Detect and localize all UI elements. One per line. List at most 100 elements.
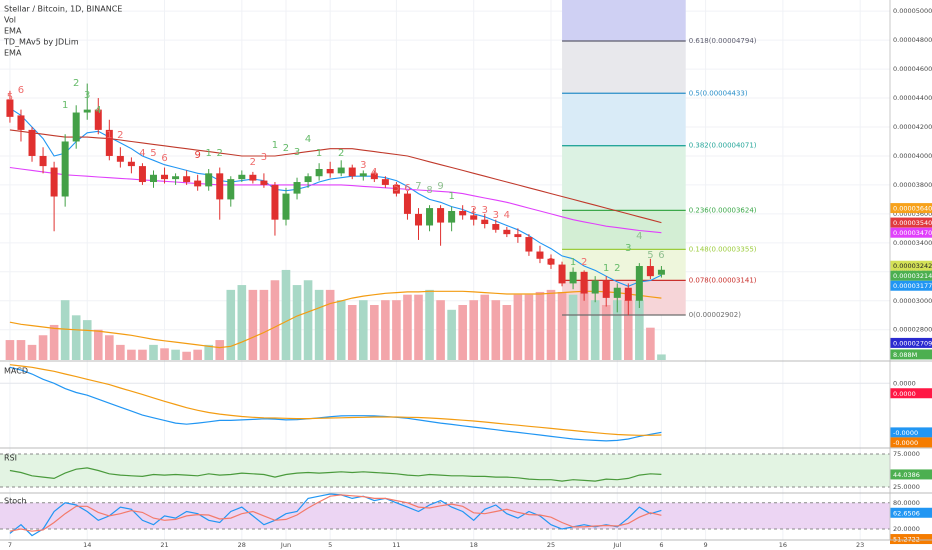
candle-body <box>370 173 378 180</box>
td-count: 1 <box>206 148 212 159</box>
candle-body <box>83 109 91 113</box>
volume-bar <box>524 294 534 360</box>
td-count: 9 <box>548 257 554 268</box>
panel-title: Stoch <box>4 497 27 506</box>
candle-body <box>271 184 279 220</box>
x-tick-label: 14 <box>83 541 91 549</box>
candle-body <box>116 155 124 162</box>
volume-bar <box>458 305 467 360</box>
x-tick-label: Jun <box>280 541 291 549</box>
candle-body <box>646 266 654 277</box>
indicator-band <box>0 502 890 530</box>
y-tick-label: 0.00003600 <box>893 210 932 218</box>
candle-body <box>249 174 257 181</box>
candle-body <box>426 208 434 226</box>
candle-body <box>569 271 577 284</box>
price-badge-label: 0.0000 <box>893 390 916 398</box>
candle-body <box>459 210 467 216</box>
fib-label: 0(0.00002902) <box>689 311 741 319</box>
volume-bar <box>612 300 622 360</box>
price-badge-label: 0.00003214 <box>893 272 932 280</box>
fib-label: 0.236(0.00003624) <box>689 206 757 214</box>
price-badge <box>890 270 932 281</box>
volume-bar <box>568 294 578 360</box>
price-badge-label: -0.0000 <box>893 439 918 447</box>
indicator-name: Vol <box>4 16 16 25</box>
td-count: 3 <box>294 147 300 158</box>
y-tick-label: 20.0000 <box>893 525 920 533</box>
candle-body <box>403 193 411 214</box>
td-count: 1 <box>316 148 322 159</box>
candle-body <box>613 287 621 298</box>
volume-bar <box>590 300 600 360</box>
volume-bar <box>502 305 512 360</box>
y-tick-label: 0.00004800 <box>893 36 932 44</box>
td-count: 3 <box>625 243 631 254</box>
volume-bar <box>60 300 70 360</box>
volume-bar <box>314 289 324 360</box>
candle-body <box>580 271 588 294</box>
candle-body <box>149 174 157 183</box>
fib-label: 0.5(0.00004433) <box>689 89 748 97</box>
volume-bar <box>436 300 445 360</box>
volume-bar <box>71 315 81 360</box>
indicator-line <box>9 129 662 224</box>
x-tick-label: Jul <box>612 541 621 549</box>
price-badge <box>890 427 932 438</box>
volume-bar <box>491 300 501 360</box>
fib-band <box>562 0 686 41</box>
x-tick-label: 28 <box>238 541 246 549</box>
price-badge-label: 0.00003540 <box>893 219 932 227</box>
candle-body <box>503 229 511 235</box>
fib-label: 0.078(0.00003141) <box>689 276 757 284</box>
td-count: 6 <box>658 250 664 261</box>
volume-bar <box>381 300 390 360</box>
y-tick-label: 0.0000 <box>893 379 916 387</box>
candle-body <box>558 264 566 284</box>
candle-body <box>260 180 268 185</box>
price-badge <box>890 280 932 291</box>
candle-body <box>282 193 290 220</box>
volume-bar <box>392 300 401 360</box>
volume-bar <box>303 280 313 360</box>
volume-bar <box>160 348 169 360</box>
td-count: 3 <box>493 210 499 221</box>
price-badge <box>890 469 932 480</box>
candle-body <box>525 237 533 252</box>
candle-body <box>492 224 500 230</box>
candle-body <box>657 269 665 275</box>
candle-body <box>183 176 191 183</box>
volume-bar <box>325 289 335 360</box>
price-badge <box>890 203 932 214</box>
candle-body <box>50 167 58 197</box>
volume-bar <box>182 351 191 360</box>
volume-bar <box>546 289 556 360</box>
candle-body <box>6 99 14 117</box>
y-tick-label: 75.0000 <box>893 450 920 458</box>
candle-body <box>591 280 599 294</box>
fib-label: 0.148(0.00003355) <box>689 245 757 253</box>
volume-badge <box>890 349 932 360</box>
td-count: 5 <box>7 92 13 103</box>
volume-bar <box>270 280 280 360</box>
y-tick-label: 25.0000 <box>893 483 920 491</box>
volume-bar <box>370 305 379 360</box>
volume-bar <box>127 349 136 360</box>
candle-body <box>17 115 25 130</box>
candle-body <box>514 234 522 238</box>
volume-bar <box>49 324 59 360</box>
volume-bar <box>657 354 666 360</box>
volume-bar <box>16 340 26 360</box>
x-tick-label: 25 <box>547 541 555 549</box>
price-badge <box>890 388 932 399</box>
candle-body <box>28 129 36 156</box>
td-count: 2 <box>338 148 344 159</box>
candle-body <box>161 174 169 180</box>
price-badge-label: 0.00003177 <box>893 282 932 290</box>
indicator-line <box>9 364 662 436</box>
indicator-name: EMA <box>4 49 22 58</box>
volume-bar <box>248 289 258 360</box>
td-count: 4 <box>139 148 145 159</box>
price-badge-label: 62.6506 <box>893 509 920 517</box>
